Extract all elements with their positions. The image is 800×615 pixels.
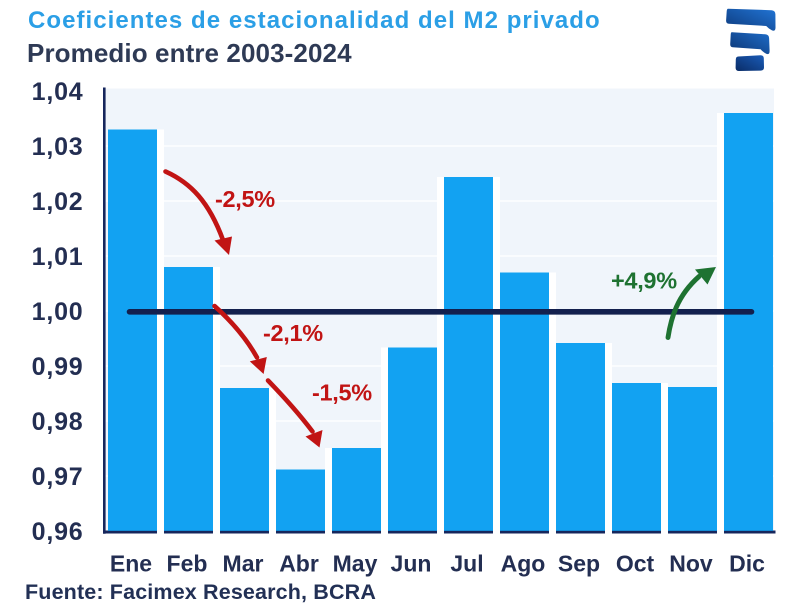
svg-text:-2,5%: -2,5%: [215, 186, 275, 212]
svg-text:Oct: Oct: [616, 551, 655, 577]
svg-text:1,04: 1,04: [32, 78, 84, 106]
svg-text:Jul: Jul: [450, 551, 483, 577]
svg-text:Nov: Nov: [669, 551, 713, 577]
svg-text:0,96: 0,96: [32, 518, 84, 546]
svg-text:0,99: 0,99: [32, 353, 84, 381]
svg-text:1,01: 1,01: [32, 243, 84, 271]
svg-text:1,00: 1,00: [32, 298, 84, 326]
svg-text:0,97: 0,97: [32, 463, 84, 491]
svg-text:1,02: 1,02: [32, 188, 84, 216]
svg-text:Dic: Dic: [729, 551, 765, 577]
svg-text:Feb: Feb: [167, 551, 208, 577]
svg-text:-1,5%: -1,5%: [312, 380, 372, 406]
svg-text:Ago: Ago: [501, 551, 546, 577]
svg-text:1,03: 1,03: [32, 133, 84, 161]
svg-text:May: May: [333, 551, 378, 577]
svg-text:Abr: Abr: [279, 551, 319, 577]
svg-text:Ene: Ene: [110, 551, 152, 577]
svg-text:Jun: Jun: [391, 551, 432, 577]
svg-text:-2,1%: -2,1%: [263, 320, 323, 346]
svg-text:Sep: Sep: [558, 551, 600, 577]
svg-text:Mar: Mar: [223, 551, 264, 577]
svg-text:0,98: 0,98: [32, 408, 84, 436]
svg-text:+4,9%: +4,9%: [611, 268, 677, 294]
